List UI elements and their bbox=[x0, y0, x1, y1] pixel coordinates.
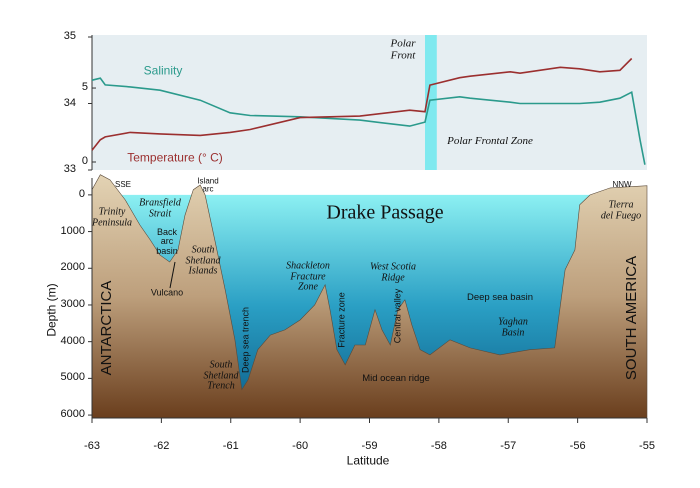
annotation: SSE bbox=[114, 179, 132, 189]
y-tick-label: 0 bbox=[78, 188, 85, 201]
plot-background bbox=[92, 35, 647, 170]
annotation: SOUTH AMERICA bbox=[623, 255, 641, 381]
annotation: South Shetland Islands bbox=[185, 244, 221, 277]
legend-label: Temperature (° C) bbox=[127, 150, 223, 165]
x-axis-title: Latitude bbox=[346, 453, 390, 468]
annotation: Trinity Peninsula bbox=[92, 206, 132, 228]
annotation: Drake Passage bbox=[326, 201, 444, 224]
polar-front-band bbox=[425, 35, 437, 170]
annotation: Island arc bbox=[197, 176, 219, 194]
annotation: Bransfield Strait bbox=[139, 197, 181, 219]
x-tick-label: -61 bbox=[222, 440, 239, 453]
y-tick-label: 34 bbox=[63, 96, 76, 109]
series-line bbox=[91, 77, 646, 165]
y-tick-label: 4000 bbox=[60, 334, 85, 347]
seafloor-area bbox=[91, 174, 648, 419]
x-tick-label: -62 bbox=[153, 440, 170, 453]
annotation: Polar Frontal Zone bbox=[447, 135, 533, 148]
y-tick-label: 5000 bbox=[60, 371, 85, 384]
annotation: ANTARCTICA bbox=[98, 280, 116, 376]
annotation: Tierra del Fuego bbox=[600, 199, 642, 221]
x-tick-label: -60 bbox=[292, 440, 309, 453]
annotation: NNW bbox=[612, 179, 632, 189]
annotation: Deep sea trench bbox=[240, 306, 251, 374]
y-tick-label: 2000 bbox=[60, 261, 85, 274]
annotation: Yaghan Basin bbox=[498, 316, 528, 338]
annotation: Mid ocean ridge bbox=[362, 373, 430, 385]
x-tick-label: -58 bbox=[430, 440, 447, 453]
y-tick-label: 35 bbox=[63, 30, 76, 43]
annotation: South Shetland Trench bbox=[203, 359, 239, 392]
y-tick-label: 1000 bbox=[60, 224, 85, 237]
x-tick-label: -57 bbox=[500, 440, 517, 453]
annotation: West Scotia Ridge bbox=[369, 261, 417, 283]
annotation: Deep sea basin bbox=[466, 292, 534, 304]
y-tick-label: 6000 bbox=[60, 408, 85, 421]
x-tick-label: -55 bbox=[639, 440, 655, 453]
annotation: Central valley bbox=[392, 288, 403, 344]
y-tick-label: 3000 bbox=[60, 298, 85, 311]
x-tick-label: -63 bbox=[84, 440, 100, 453]
annotation: Back arc basin bbox=[156, 226, 178, 256]
y-axis-title: Depth (m) bbox=[44, 283, 59, 337]
series-line bbox=[91, 57, 633, 151]
y2-tick-label: 5 bbox=[81, 81, 88, 94]
polar-front-label: Polar Front bbox=[390, 37, 416, 61]
vulcano-arrow bbox=[169, 261, 176, 289]
annotation: Fracture zone bbox=[336, 292, 347, 348]
y-tick-label: 33 bbox=[63, 163, 76, 176]
x-tick-label: -59 bbox=[361, 440, 378, 453]
annotation: Vulcano bbox=[150, 287, 184, 298]
y2-tick-label: 0 bbox=[81, 155, 88, 168]
annotation: Shackleton Fracture Zone bbox=[286, 260, 330, 293]
x-tick-label: -56 bbox=[569, 440, 586, 453]
legend-label: Salinity bbox=[143, 63, 183, 78]
